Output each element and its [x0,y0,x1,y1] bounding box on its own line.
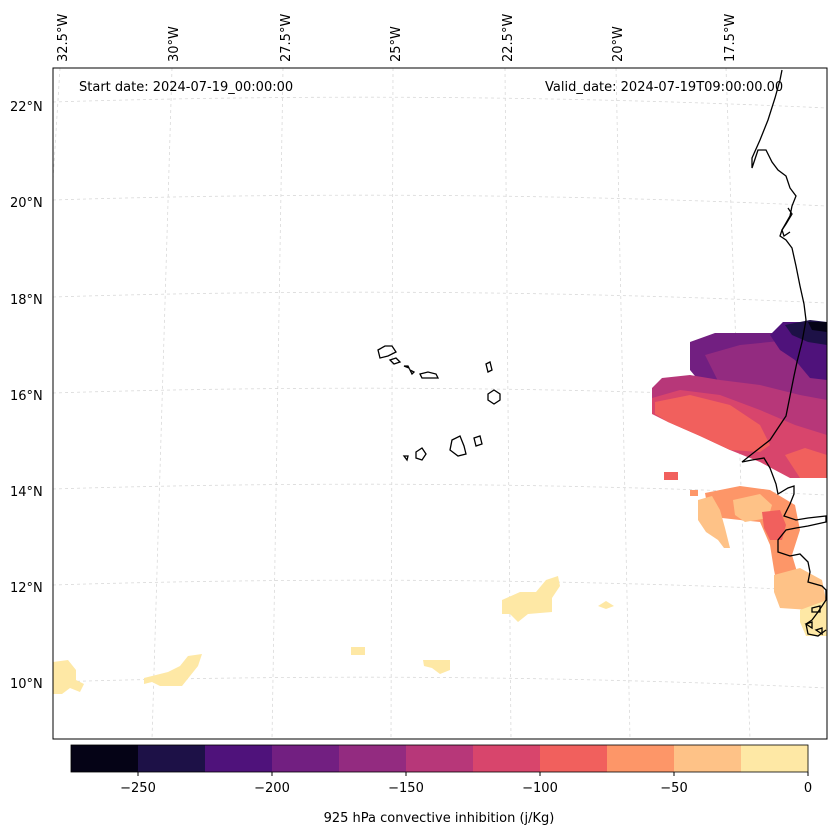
lat-label: 18°N [10,293,43,308]
cin-region [698,496,730,548]
lon-label: 30°W [167,26,182,62]
colorbar-tick-label: −100 [522,781,558,796]
start-date-label: Start date: 2024-07-19_00:00:00 [79,80,293,95]
cin-region [53,660,84,694]
cin-region [808,322,827,332]
colorbar-tick-label: −200 [254,781,290,796]
cin-region [144,654,202,686]
cin-region [762,510,786,540]
colorbar-bin [540,745,608,772]
lat-label: 12°N [10,581,43,596]
cape-verde-island [408,368,416,376]
longitude-labels: 32.5°W 30°W 27.5°W 25°W 22.5°W 20°W 17.5… [56,14,738,62]
colorbar-bin [138,745,206,772]
cape-verde-island [487,389,501,405]
lon-label: 25°W [389,26,404,62]
cin-region [664,472,678,480]
africa-coastline [741,69,827,637]
colorbar-bin [272,745,340,772]
cape-verde-island [473,435,483,447]
cin-region [733,494,772,522]
cin-region [351,647,365,655]
cin-region [423,660,450,674]
colorbar-label: 925 hPa convective inhibition (j/Kg) [324,811,555,826]
lon-label: 22.5°W [501,14,516,62]
colorbar: −250 −200 −150 −100 −50 0 [70,744,812,796]
valid-date-label: Valid_date: 2024-07-19T09:00:00.00 [545,80,783,95]
lat-label: 14°N [10,485,43,500]
cape-verde-island [419,371,440,379]
lon-label: 17.5°W [723,14,738,62]
map-panel [53,68,827,739]
lon-label: 27.5°W [279,14,294,62]
colorbar-bin [473,745,541,772]
lat-label: 22°N [10,100,43,115]
cin-region [598,601,614,609]
colorbar-tick-label: −50 [660,781,687,796]
cape-verde-island [449,435,467,457]
lon-label: 32.5°W [56,14,71,62]
lon-label: 20°W [611,26,626,62]
bijagos-islands [804,605,823,636]
map-border [52,67,828,740]
cin-region [690,490,698,496]
colorbar-bin [607,745,675,772]
colorbar-bin [406,745,474,772]
latitude-labels: 22°N 20°N 18°N 16°N 14°N 12°N 10°N [10,100,43,692]
cin-filled-contours [53,320,827,694]
canary-coast-detail [781,207,793,238]
colorbar-bin [741,745,809,772]
colorbar-border [70,744,809,773]
cin-region [785,448,827,478]
lat-label: 10°N [10,677,43,692]
colorbar-bin [674,745,742,772]
cin-region [502,576,560,622]
coastlines [377,69,827,637]
cin-region [655,395,770,452]
cape-verde-island [402,455,409,462]
colorbar-tick-label: −250 [120,781,156,796]
lat-label: 16°N [10,389,43,404]
colorbar-bin [205,745,273,772]
cin-region [774,568,827,610]
colorbar-bin [71,745,139,772]
colorbar-bin [339,745,407,772]
cape-verde-island [415,447,427,461]
cape-verde-island [485,361,493,373]
cape-verde-island [388,357,402,365]
lat-label: 20°N [10,196,43,211]
colorbar-tick-label: 0 [804,781,812,796]
cape-verde-island [377,345,397,359]
colorbar-tick-label: −150 [388,781,424,796]
cape-verde-island [403,365,411,370]
